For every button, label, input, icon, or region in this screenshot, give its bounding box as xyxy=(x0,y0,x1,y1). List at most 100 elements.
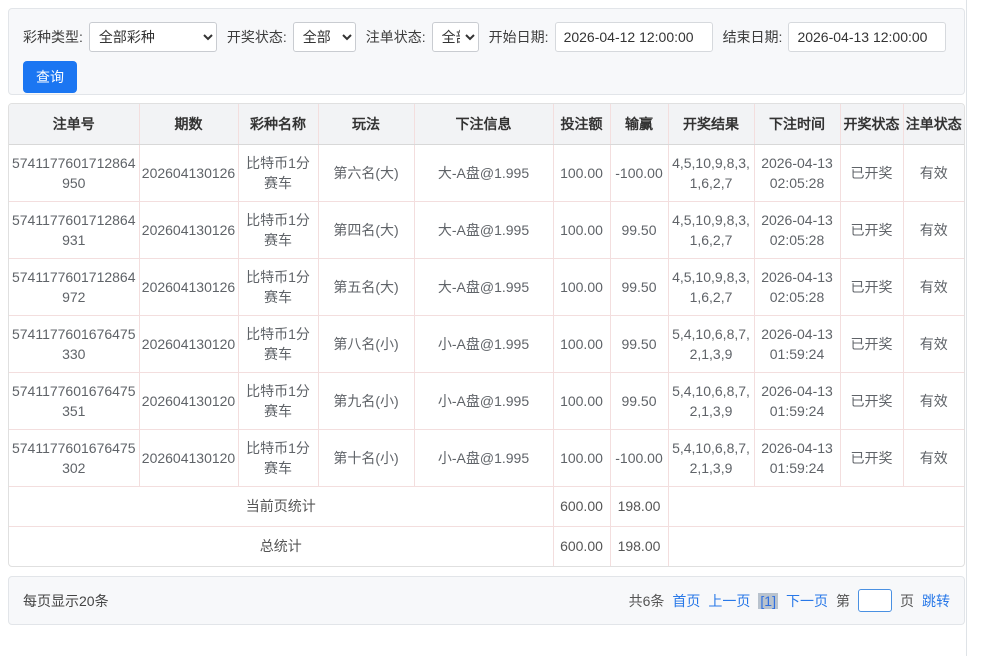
first-page-link[interactable]: 首页 xyxy=(672,592,701,609)
cell: 已开奖 xyxy=(839,371,904,430)
start-date-input[interactable] xyxy=(554,22,713,52)
cell: 有效 xyxy=(902,200,964,259)
column-header-0: 注单号 xyxy=(9,104,140,145)
cell: 5741177601712864972 xyxy=(9,257,140,316)
cell: 已开奖 xyxy=(839,143,904,202)
table-row: 5741177601676475351 202604130120 比特币1分赛车 第九… xyxy=(9,371,964,430)
cell: 100.00 xyxy=(552,143,611,202)
cell: 2026-04-13 02:05:28 xyxy=(753,143,841,202)
next-page-link[interactable]: 下一页 xyxy=(786,592,828,609)
summary-label: 总统计 xyxy=(9,525,554,566)
table-header-row: 注单号 期数 彩种名称 玩法 下注信息 投注额 输赢 开奖结果 下注时间 开奖状态 注单状态 xyxy=(9,104,964,145)
column-header-2: 彩种名称 xyxy=(237,104,319,145)
prev-page-link[interactable]: 上一页 xyxy=(708,592,751,609)
cell: 4,5,10,9,8,3,1,6,2,7 xyxy=(667,143,755,202)
table-body: 5741177601712864950 202604130126 比特币1分赛车 第六… xyxy=(9,143,964,566)
table-row: 5741177601676475302 202604130120 比特币1分赛车 第十… xyxy=(9,428,964,487)
column-header-10: 注单状态 xyxy=(902,104,964,145)
cell: 5741177601676475302 xyxy=(9,428,140,487)
page-size-text: 每页显示20条 xyxy=(23,592,109,609)
cell: 100.00 xyxy=(552,314,611,373)
cell: 第十名(小) xyxy=(317,428,415,487)
cell: 大-A盘@1.995 xyxy=(413,257,554,316)
lottery-type-label: 彩种类型: xyxy=(23,29,83,45)
cell: 5741177601712864950 xyxy=(9,143,140,202)
summary-bet-total: 600.00 xyxy=(552,525,611,566)
cell: 有效 xyxy=(902,314,964,373)
cell: 小-A盘@1.995 xyxy=(413,428,554,487)
summary-win-total: 198.00 xyxy=(609,525,669,566)
bet-status-select[interactable]: 全部 xyxy=(431,22,479,52)
cell: 有效 xyxy=(902,257,964,316)
cell: 5,4,10,6,8,7,2,1,3,9 xyxy=(667,428,755,487)
bet-table: 注单号 期数 彩种名称 玩法 下注信息 投注额 输赢 开奖结果 下注时间 开奖状态 注单状态 574… xyxy=(9,104,964,566)
cell: 第六名(大) xyxy=(317,143,415,202)
cell: 第九名(小) xyxy=(317,371,415,430)
cell: 小-A盘@1.995 xyxy=(413,371,554,430)
cell: 202604130120 xyxy=(138,371,239,430)
cell: 99.50 xyxy=(609,200,669,259)
cell: -100.00 xyxy=(609,428,669,487)
cell: 202604130126 xyxy=(138,143,239,202)
cell: 已开奖 xyxy=(839,314,904,373)
cell: 202604130126 xyxy=(138,257,239,316)
cell: 有效 xyxy=(902,143,964,202)
cell: 4,5,10,9,8,3,1,6,2,7 xyxy=(667,257,755,316)
cell: 比特币1分赛车 xyxy=(237,200,319,259)
table-row: 5741177601712864972 202604130126 比特币1分赛车 第五… xyxy=(9,257,964,316)
column-header-1: 期数 xyxy=(138,104,239,145)
summary-row: 当前页统计 600.00 198.00 xyxy=(9,485,964,527)
cell: 比特币1分赛车 xyxy=(237,314,319,373)
cell: 第四名(大) xyxy=(317,200,415,259)
cell: 2026-04-13 01:59:24 xyxy=(753,314,841,373)
lottery-type-select[interactable]: 全部彩种 xyxy=(88,22,217,52)
total-count-text: 共6条 xyxy=(628,592,665,609)
summary-empty xyxy=(667,485,964,527)
cell: 99.50 xyxy=(609,371,669,430)
bet-table-panel: 注单号 期数 彩种名称 玩法 下注信息 投注额 输赢 开奖结果 下注时间 开奖状态 注单状态 574… xyxy=(8,103,965,567)
start-date-label: 开始日期: xyxy=(488,29,549,45)
cell: 202604130120 xyxy=(138,314,239,373)
draw-status-label: 开奖状态: xyxy=(226,29,287,45)
cell: 小-A盘@1.995 xyxy=(413,314,554,373)
cell: 比特币1分赛车 xyxy=(237,428,319,487)
summary-label: 当前页统计 xyxy=(9,485,554,527)
summary-win-total: 198.00 xyxy=(609,485,669,527)
search-button[interactable]: 查询 xyxy=(23,61,77,93)
cell: 已开奖 xyxy=(839,200,904,259)
cell: 有效 xyxy=(902,428,964,487)
cell: 5741177601676475351 xyxy=(9,371,140,430)
cell: 大-A盘@1.995 xyxy=(413,200,554,259)
cell: 99.50 xyxy=(609,314,669,373)
draw-status-select[interactable]: 全部 xyxy=(292,22,356,52)
end-date-input[interactable] xyxy=(788,22,947,52)
bet-status-label: 注单状态: xyxy=(365,29,426,45)
scrollbar-track[interactable] xyxy=(966,0,981,656)
jump-button[interactable]: 跳转 xyxy=(922,592,950,609)
column-header-4: 下注信息 xyxy=(413,104,554,145)
column-header-7: 开奖结果 xyxy=(667,104,755,145)
cell: 比特币1分赛车 xyxy=(237,143,319,202)
jump-suffix-label: 页 xyxy=(900,592,914,609)
cell: 比特币1分赛车 xyxy=(237,257,319,316)
cell: 4,5,10,9,8,3,1,6,2,7 xyxy=(667,200,755,259)
column-header-6: 输赢 xyxy=(609,104,669,145)
end-date-label: 结束日期: xyxy=(722,29,783,45)
table-row: 5741177601712864931 202604130126 比特币1分赛车 第四… xyxy=(9,200,964,259)
table-row: 5741177601676475330 202604130120 比特币1分赛车 第八… xyxy=(9,314,964,373)
cell: 99.50 xyxy=(609,257,669,316)
summary-empty xyxy=(667,525,964,566)
column-header-9: 开奖状态 xyxy=(839,104,904,145)
column-header-5: 投注额 xyxy=(552,104,611,145)
filter-panel: 彩种类型: 全部彩种 开奖状态: 全部 注单状态: 全部 开始日期: 结束日期:… xyxy=(8,8,965,95)
pagination-bar: 每页显示20条 共6条 首页 上一页 [1] 下一页 第 页 跳转 xyxy=(8,576,965,625)
cell: 5741177601676475330 xyxy=(9,314,140,373)
cell: 2026-04-13 01:59:24 xyxy=(753,371,841,430)
column-header-3: 玩法 xyxy=(317,104,415,145)
cell: 2026-04-13 01:59:24 xyxy=(753,428,841,487)
cell: 比特币1分赛车 xyxy=(237,371,319,430)
table-row: 5741177601712864950 202604130126 比特币1分赛车 第六… xyxy=(9,143,964,202)
current-page-indicator: [1] xyxy=(758,592,778,609)
page-number-input[interactable] xyxy=(858,589,892,612)
cell: 大-A盘@1.995 xyxy=(413,143,554,202)
